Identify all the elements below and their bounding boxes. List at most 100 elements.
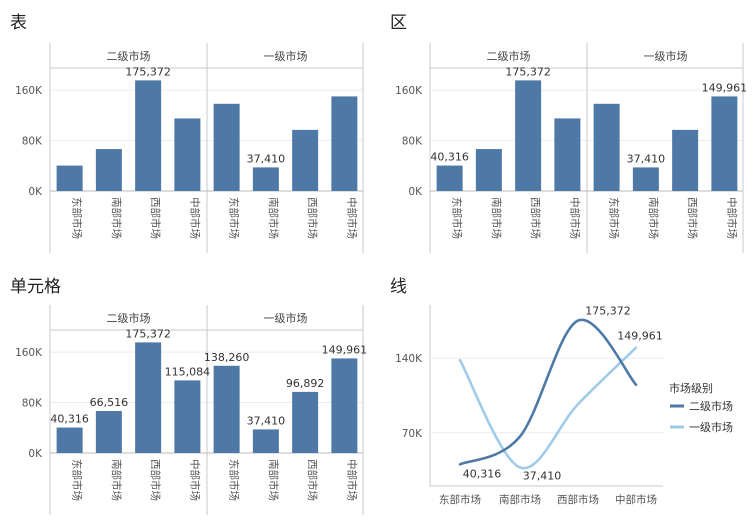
data-label: 37,410 [247,414,286,427]
bar[interactable] [436,165,463,191]
data-label: 66,516 [90,396,129,409]
bar[interactable] [475,149,502,191]
group-header: 一级市场 [264,49,308,63]
x-tick-label: 中部市场 [568,197,581,239]
x-tick-label: 东部市场 [439,493,481,506]
data-label: 40,316 [463,467,502,480]
bar[interactable] [95,411,122,453]
data-label: 149,961 [702,81,748,94]
data-label: 138,260 [204,351,250,364]
line-chart-panel: 线 70K 140K 东部市场 南部市场 西部市场 中部市场 40,316 175,372 37,… [390,277,733,506]
bar[interactable] [135,342,162,453]
bar[interactable] [174,118,201,191]
data-label: 96,892 [286,377,325,390]
x-tick-label: 西部市场 [306,197,319,239]
data-label: 37,410 [247,152,286,165]
data-label: 149,961 [617,330,663,343]
bar[interactable] [213,103,240,191]
chart-title: 区 [390,13,407,33]
group-header: 二级市场 [107,49,151,63]
x-tick-label: 西部市场 [149,459,162,501]
data-label: 37,410 [523,469,562,482]
legend-entry[interactable]: 二级市场 [689,399,733,413]
group-header: 二级市场 [487,49,531,63]
bar[interactable] [213,365,240,453]
bar[interactable] [672,129,699,191]
x-tick-label: 东部市场 [228,459,241,501]
x-tick-label: 中部市场 [345,459,358,501]
bar[interactable] [292,391,319,453]
data-label: 175,372 [125,65,171,78]
data-label: 175,372 [505,65,551,78]
x-tick-label: 中部市场 [188,197,201,239]
bar[interactable] [711,96,738,191]
y-tick-label: 80K [22,398,43,410]
x-tick-label: 中部市场 [188,459,201,501]
series-line[interactable] [458,318,638,466]
group-header: 一级市场 [644,49,688,63]
bar[interactable] [331,358,358,453]
data-label: 115,084 [165,365,211,378]
x-tick-label: 南部市场 [110,197,123,239]
bar[interactable] [56,427,83,453]
x-tick-label: 中部市场 [345,197,358,239]
bar[interactable] [252,167,279,191]
x-tick-label: 南部市场 [267,459,280,501]
bar[interactable] [292,129,319,191]
group-header: 二级市场 [107,311,151,325]
bar[interactable] [331,96,358,191]
chart-title: 线 [390,277,407,297]
bar[interactable] [95,149,122,191]
bar[interactable] [632,167,659,191]
data-label: 37,410 [627,152,666,165]
y-tick-label: 160K [15,85,43,97]
legend-title: 市场级别 [669,381,713,395]
y-tick-label: 160K [395,85,423,97]
x-tick-label: 西部市场 [557,493,599,506]
bar[interactable] [554,118,581,191]
x-tick-label: 西部市场 [686,197,699,239]
x-tick-label: 东部市场 [71,197,84,239]
x-tick-label: 东部市场 [71,459,84,501]
x-tick-label: 西部市场 [306,459,319,501]
x-tick-label: 南部市场 [490,197,503,239]
x-tick-label: 南部市场 [647,197,660,239]
bar[interactable] [515,80,542,191]
x-tick-label: 东部市场 [228,197,241,239]
y-tick-label: 0K [28,186,43,198]
data-label: 149,961 [322,343,368,356]
x-tick-label: 西部市场 [149,197,162,239]
y-tick-label: 0K [28,448,43,460]
x-tick-label: 南部市场 [499,493,541,506]
series-line[interactable] [458,346,638,470]
data-label: 175,372 [125,327,171,340]
x-tick-label: 西部市场 [529,197,542,239]
bar[interactable] [252,429,279,453]
x-tick-label: 南部市场 [267,197,280,239]
y-tick-label: 70K [402,428,423,440]
y-tick-label: 80K [402,136,423,148]
bar[interactable] [174,380,201,453]
y-tick-label: 160K [15,347,43,359]
bar[interactable] [135,80,162,191]
group-header: 一级市场 [264,311,308,325]
chart-title: 单元格 [10,277,61,297]
x-tick-label: 东部市场 [451,197,464,239]
x-tick-label: 中部市场 [615,493,657,506]
data-label: 175,372 [585,305,631,318]
legend-entry[interactable]: 一级市场 [689,420,733,434]
x-tick-label: 南部市场 [110,459,123,501]
data-label: 40,316 [430,151,469,164]
y-tick-label: 140K [395,353,423,365]
y-tick-label: 80K [22,136,43,148]
chart-title: 表 [10,13,27,33]
bar[interactable] [593,103,620,191]
y-tick-label: 0K [408,186,423,198]
bar[interactable] [56,165,83,191]
x-tick-label: 东部市场 [608,197,621,239]
